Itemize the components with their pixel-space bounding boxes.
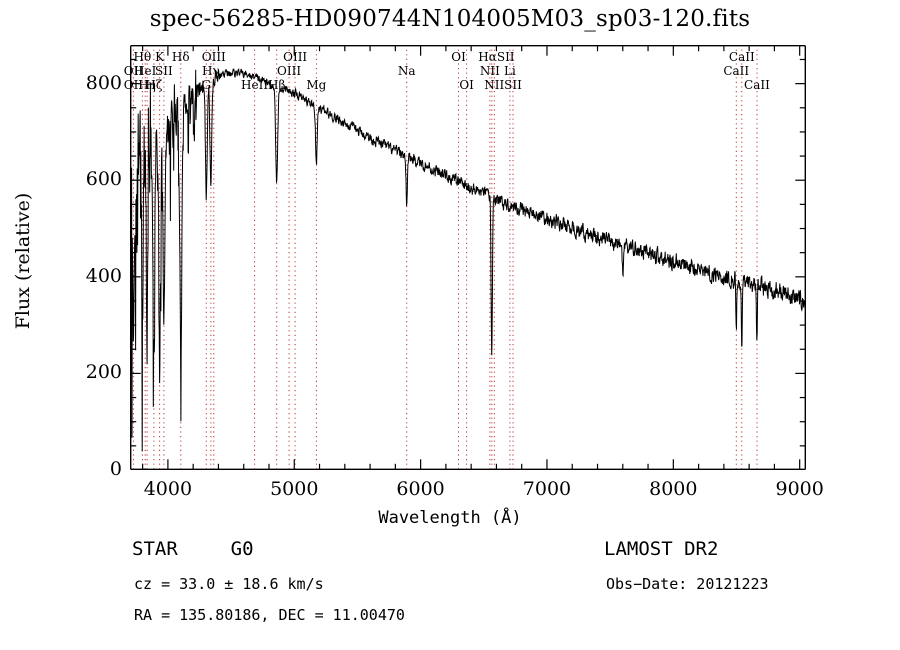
spectral-line-label: OI [451, 50, 466, 64]
page-title: spec-56285-HD090744N104005M03_sp03-120.f… [149, 6, 751, 32]
spectral-line-label: G [201, 78, 212, 92]
spectral-line-label: K [155, 50, 165, 64]
spectral-line-label: Li [504, 64, 516, 78]
coordinates: RA = 135.80186, DEC = 11.00470 [134, 606, 405, 624]
y-axis-title: Flux (relative) [12, 192, 34, 330]
spectral-line-label: CaII [723, 64, 750, 78]
spectral-line-label: Hβ [267, 78, 286, 92]
spectral-line-label: Hθ [133, 50, 152, 64]
plot-area [130, 45, 806, 470]
y-tick-label: 400 [85, 264, 122, 287]
spectral-line-label: Hη [138, 78, 156, 92]
redshift-velocity: cz = 33.0 ± 18.6 km/s [134, 575, 324, 593]
x-tick-label: 8000 [649, 478, 698, 500]
x-tick-label: 6000 [396, 478, 445, 500]
x-tick-label: 5000 [270, 478, 319, 500]
survey-label: LAMOST DR2 [604, 538, 719, 560]
object-type-label: STAR G0 [132, 538, 254, 560]
spectral-line-label: Mg [306, 78, 327, 92]
spectrum-svg [130, 45, 806, 470]
spectral-class: G0 [230, 538, 254, 560]
spectral-line-label: Na [397, 64, 416, 78]
spectral-line-label: CaII [728, 50, 755, 64]
spectral-line-label: HeI [134, 64, 157, 78]
spectral-line-label: OIII [283, 50, 308, 64]
spectral-line-label: OII [123, 64, 144, 78]
spectral-line-label: OIII [201, 50, 226, 64]
plot-frame [130, 45, 806, 470]
y-tick-label: 0 [109, 458, 122, 480]
spectral-line-label: SII [155, 64, 173, 78]
spectral-line-label: OIII [277, 64, 302, 78]
spectral-line-label: NII [479, 64, 500, 78]
spectral-line-label: NII [484, 78, 505, 92]
spectral-line-label: SII [504, 78, 522, 92]
spectral-line-label: CaII [744, 78, 770, 92]
observation-date: Obs−Date: 20121223 [606, 575, 769, 593]
x-tick-label: 4000 [143, 478, 193, 500]
spectral-line-label: Hγ [202, 64, 220, 78]
line-markers [132, 45, 758, 470]
spectral-line-label: Hζ [145, 78, 163, 92]
x-axis-title: Wavelength (Å) [378, 508, 522, 528]
object-type: STAR [132, 538, 178, 560]
x-tick-label: 7000 [522, 478, 572, 500]
y-tick-label: 800 [85, 71, 122, 94]
y-tick-label: 600 [85, 168, 122, 191]
spectral-line-label: HeII [241, 78, 269, 92]
spectral-line-label: OII [123, 78, 144, 92]
spectral-line-label: HαSII [478, 50, 515, 64]
spectral-line-label: Hδ [171, 50, 190, 64]
spectral-line-label: OI [459, 78, 474, 92]
x-tick-label: 9000 [775, 478, 824, 500]
y-tick-label: 200 [85, 361, 122, 384]
spectrum-trace [130, 68, 806, 452]
